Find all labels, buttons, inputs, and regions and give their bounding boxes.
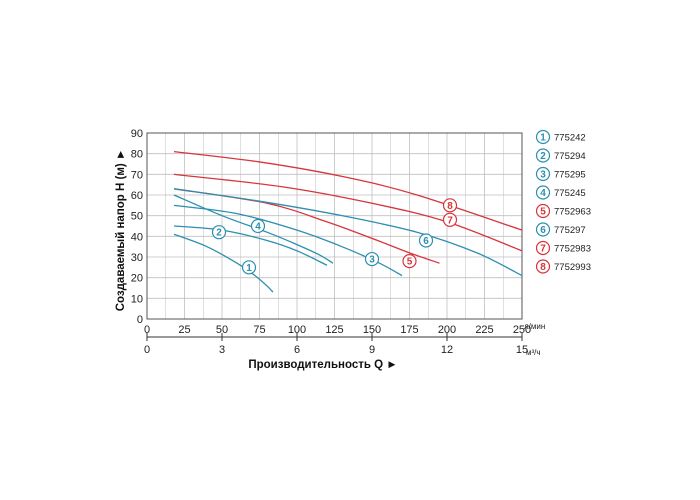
x-tick-label-m3h: 3 xyxy=(219,344,225,356)
y-tick-label: 0 xyxy=(137,314,143,326)
series-line-5 xyxy=(173,188,440,264)
legend-badge-8 xyxy=(535,259,551,274)
legend-entry-8: 7752993 xyxy=(554,262,591,273)
grid xyxy=(146,132,523,320)
y-tick-label: 20 xyxy=(131,273,143,285)
series-line-1 xyxy=(173,233,274,293)
legend-entry-7: 7752983 xyxy=(554,244,591,255)
series-badge-label-6: 6 xyxy=(423,236,429,247)
x-tick-label-lmin: 100 xyxy=(288,324,306,336)
series-badge-label-5: 5 xyxy=(407,257,413,268)
x-tick-label-lmin: 75 xyxy=(253,324,265,336)
y-tick-label: 30 xyxy=(131,252,143,264)
plot-frame xyxy=(146,132,523,320)
x-tick-label-lmin: 0 xyxy=(144,324,150,336)
series-badge-label-1: 1 xyxy=(246,263,252,274)
series-line-4 xyxy=(173,194,334,264)
series-line-6 xyxy=(173,188,523,277)
x-unit-lmin: л/мин xyxy=(524,322,545,331)
x-unit-m3h: м³/ч xyxy=(526,348,541,357)
y-tick-label: 70 xyxy=(131,169,143,181)
legend-badge-label-4: 4 xyxy=(540,188,546,199)
x-tick-label-lmin: 50 xyxy=(216,324,228,336)
y-tick-label: 90 xyxy=(131,128,143,140)
legend-badge-label-6: 6 xyxy=(540,225,546,236)
x-tick-label-lmin: 125 xyxy=(325,324,343,336)
series-badge-1 xyxy=(241,260,257,275)
x-tick-label-m3h: 15 xyxy=(516,344,528,356)
legend-badge-5 xyxy=(535,203,551,219)
x-tick-label-lmin: 225 xyxy=(475,324,493,336)
x-tick-label-lmin: 175 xyxy=(400,324,418,336)
series-badge-label-7: 7 xyxy=(447,215,453,226)
x-tick-label-lmin: 150 xyxy=(363,324,381,336)
x-axis-title: Производительность Q ► xyxy=(248,359,397,371)
legend-entry-6: 775297 xyxy=(554,225,586,236)
legend-entry-2: 775294 xyxy=(554,151,586,162)
series-badge-3 xyxy=(364,251,380,267)
y-axis-title: Создаваемый напор H (м) ► xyxy=(115,149,127,312)
x-tick-label-m3h: 6 xyxy=(294,344,300,356)
series-badge-6 xyxy=(418,233,434,248)
x-tick-label-m3h: 0 xyxy=(144,344,150,356)
legend-badge-label-5: 5 xyxy=(540,207,546,218)
series-line-8 xyxy=(173,150,523,231)
series-badge-7 xyxy=(442,212,458,227)
series-line-7 xyxy=(173,173,523,252)
x-tick-label-lmin: 25 xyxy=(178,324,190,336)
y-tick-label: 40 xyxy=(131,231,143,243)
series-badge-label-8: 8 xyxy=(447,201,453,212)
x-tick-label-lmin: 200 xyxy=(438,324,456,336)
legend-badge-6 xyxy=(535,222,551,237)
legend-badge-3 xyxy=(535,166,551,182)
x-tick-label-lmin: 250 xyxy=(513,324,531,336)
series-line-3 xyxy=(173,204,403,277)
x-tick-label-m3h: 9 xyxy=(369,344,375,356)
legend-badge-label-8: 8 xyxy=(540,262,546,273)
series-badge-label-2: 2 xyxy=(216,228,222,239)
legend-badge-label-1: 1 xyxy=(540,133,546,144)
legend-badge-1 xyxy=(535,129,551,145)
series-layer xyxy=(173,150,523,293)
y-tick-label: 50 xyxy=(131,211,143,223)
x-tick-label-m3h: 12 xyxy=(441,344,453,356)
legend-badge-label-3: 3 xyxy=(540,170,546,181)
series-badge-4 xyxy=(250,218,266,234)
legend-badge-label-7: 7 xyxy=(540,244,546,255)
legend-entry-1: 775242 xyxy=(554,133,586,144)
series-badge-label-3: 3 xyxy=(369,255,375,266)
series-badges: 1 2 3 4 56 7 8 xyxy=(211,198,458,275)
series-badge-8 xyxy=(442,198,458,213)
series-badge-2 xyxy=(211,225,227,240)
legend-entry-4: 775245 xyxy=(554,188,586,199)
series-badge-label-4: 4 xyxy=(255,222,261,233)
y-tick-label: 10 xyxy=(131,293,143,305)
legend-entry-3: 775295 xyxy=(554,170,586,181)
legend: 1 775242 2 775294 3 775295 4 775245 5 7752963 6 775… xyxy=(535,129,591,274)
legend-badge-7 xyxy=(535,240,551,256)
legend-entry-5: 7752963 xyxy=(554,207,591,218)
legend-badge-2 xyxy=(535,148,551,163)
series-badge-5 xyxy=(402,254,417,269)
y-tick-label: 60 xyxy=(131,190,143,202)
legend-badge-4 xyxy=(535,185,551,200)
y-tick-label: 80 xyxy=(131,149,143,161)
series-line-2 xyxy=(173,225,328,266)
legend-badge-label-2: 2 xyxy=(540,151,546,162)
